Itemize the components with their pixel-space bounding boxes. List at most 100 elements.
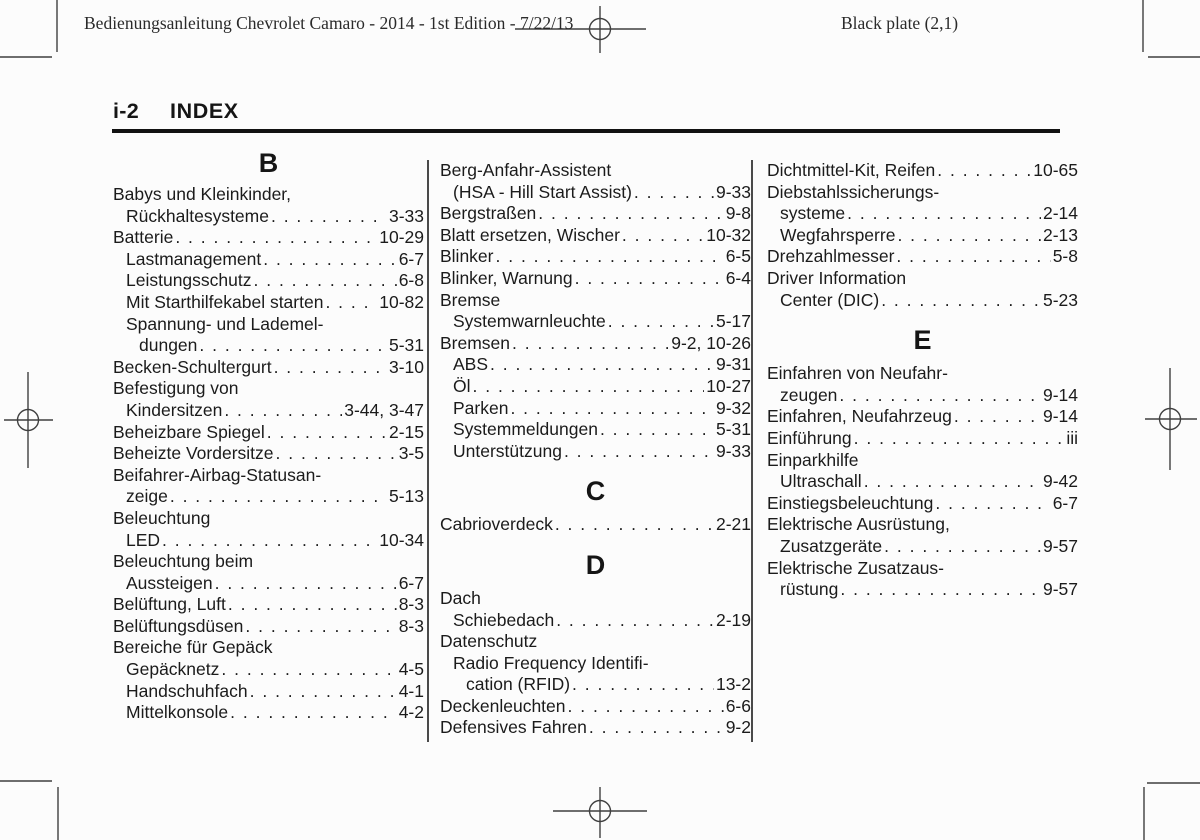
index-columns: B Babys und Kleinkinder,Rückhaltesysteme 3… <box>113 148 1078 739</box>
entry-text: rüstung <box>780 579 839 600</box>
index-entry: Dichtmittel-Kit, Reifen 10-65 <box>767 160 1078 182</box>
index-column-2: Berg-Anfahr-Assistent (HSA - Hill Start A… <box>440 148 751 739</box>
page-reference: 4-2 <box>398 702 424 723</box>
index-entry: Einführung iii <box>767 428 1078 450</box>
dot-leader <box>263 249 396 271</box>
entry-text: Drehzahlmesser <box>767 246 895 267</box>
index-entry-line: Bereiche für Gepäck <box>113 637 273 658</box>
index-entry-line: Belüftungsdüsen 8-3 <box>113 616 424 638</box>
index-entry: Systemmeldungen 5-31 <box>440 419 751 441</box>
entry-text: Handschuhfach <box>126 680 248 701</box>
page-reference: 3-33 <box>388 205 424 226</box>
index-entry: Systemwarnleuchte 5-17 <box>440 311 751 333</box>
page-reference: 2-19 <box>715 609 751 630</box>
index-entry-line: zeugen 9-14 <box>767 385 1078 407</box>
index-entry: LED 10-34 <box>113 530 424 552</box>
index-entry-line: systeme 2-14 <box>767 203 1078 225</box>
index-entry-line: (HSA - Hill Start Assist) 9-33 <box>440 182 751 204</box>
index-entry-line: Drehzahlmesser 5-8 <box>767 246 1078 268</box>
index-column-1: B Babys und Kleinkinder,Rückhaltesysteme 3… <box>113 148 424 724</box>
index-entry-line: Mittelkonsole 4-2 <box>126 702 424 724</box>
page-number-label: i-2 <box>113 99 139 123</box>
index-entry-line: Datenschutz <box>440 631 538 652</box>
dot-leader <box>228 594 397 616</box>
entry-text: Mittelkonsole <box>126 702 229 723</box>
entry-text: Einfahren, Neufahrzeug <box>767 406 952 427</box>
index-entry-line: cation (RFID) 13-2 <box>453 674 751 696</box>
index-entry-line: Beifahrer-Airbag-Statusan- <box>113 464 322 485</box>
page-reference: 3-10 <box>388 356 424 377</box>
index-entry: Blinker 6-5 <box>440 246 751 268</box>
page-reference: 6-6 <box>725 695 751 716</box>
page-reference: 9-14 <box>1042 406 1078 427</box>
entry-text: Blinker <box>440 246 494 267</box>
page-reference: 10-27 <box>706 375 751 396</box>
page-reference: 6-8 <box>398 270 424 291</box>
dot-leader <box>555 514 714 536</box>
index-entry-line: Schiebedach 2-19 <box>453 610 751 632</box>
entry-text: Parken <box>453 397 509 418</box>
index-entry: Leistungsschutz 6-8 <box>113 270 424 292</box>
page-reference: 9-42 <box>1042 471 1078 492</box>
page-reference: 8-3 <box>398 594 424 615</box>
index-entry-line: Kindersitzen 3-44, 3-47 <box>113 400 424 422</box>
dot-leader <box>254 270 397 292</box>
index-entry-line: Systemmeldungen 5-31 <box>453 419 751 441</box>
index-entry-line: Öl 10-27 <box>453 376 751 398</box>
page-reference: 9-8 <box>725 203 751 224</box>
entry-text: Öl <box>453 375 471 396</box>
page-reference: 9-57 <box>1042 535 1078 556</box>
dot-leader <box>175 227 377 249</box>
dot-leader <box>325 292 377 314</box>
page-reference: 6-4 <box>725 267 751 288</box>
page-reference: 5-23 <box>1042 289 1078 310</box>
section-letter-E: E <box>913 325 932 356</box>
index-entry: Cabrioverdeck 2-21 <box>440 514 751 536</box>
index-entry: Parken 9-32 <box>440 398 751 420</box>
dot-leader <box>512 333 669 355</box>
index-entry-line: Elektrische Ausrüstung, <box>767 514 950 535</box>
page-reference: 5-31 <box>715 419 751 440</box>
index-entry-line: Wegfahrsperre 2-13 <box>780 225 1078 247</box>
index-entry: Wegfahrsperre 2-13 <box>767 225 1078 247</box>
page-reference: 9-33 <box>715 181 751 202</box>
entry-text: Bergstraßen <box>440 203 537 224</box>
index-entry: ABS 9-31 <box>440 354 751 376</box>
page-reference: 8-3 <box>398 615 424 636</box>
index-entry-line: Bremse <box>440 289 501 310</box>
index-entry-line: Bergstraßen 9-8 <box>440 203 751 225</box>
page-reference: 5-31 <box>388 335 424 356</box>
entry-text: Gepäcknetz <box>126 659 220 680</box>
index-entry-line: Berg-Anfahr-Assistent <box>440 160 612 180</box>
index-entry-line: Beleuchtung beim <box>113 551 254 572</box>
dot-leader <box>267 422 387 444</box>
dot-leader <box>864 471 1041 493</box>
index-entry: Batterie 10-29 <box>113 227 424 249</box>
page-reference: 4-5 <box>398 659 424 680</box>
page-reference: iii <box>1066 427 1078 448</box>
dot-leader <box>473 376 705 398</box>
index-entry-line: Parken 9-32 <box>453 398 751 420</box>
registration-mark-left <box>4 372 53 468</box>
column-divider-1 <box>427 160 429 742</box>
index-entry-line: Belüftung, Luft 8-3 <box>113 594 424 616</box>
index-entry: Belüftung, Luft 8-3 <box>113 594 424 616</box>
index-entry: Berg-Anfahr-Assistent (HSA - Hill Start A… <box>440 160 751 203</box>
index-entry: Deckenleuchten 6-6 <box>440 696 751 718</box>
index-entry: Bergstraßen 9-8 <box>440 203 751 225</box>
index-entry-line: Beleuchtung <box>113 507 211 528</box>
index-entry: Lastmanagement 6-7 <box>113 249 424 271</box>
dot-leader <box>847 203 1041 225</box>
index-entry: Beheizte Vordersitze 3-5 <box>113 443 424 465</box>
dot-leader <box>589 717 724 739</box>
index-entry-line: Radio Frequency Identifi- <box>453 652 649 673</box>
entry-text: Ultraschall <box>780 471 862 492</box>
dot-leader <box>608 311 714 333</box>
dot-leader <box>896 246 1050 268</box>
index-heading: INDEX <box>170 99 239 123</box>
entry-text: Unterstützung <box>453 440 562 461</box>
page-reference: 9-2, 10-26 <box>671 332 751 353</box>
index-entry: Einfahren, Neufahrzeug 9-14 <box>767 406 1078 428</box>
